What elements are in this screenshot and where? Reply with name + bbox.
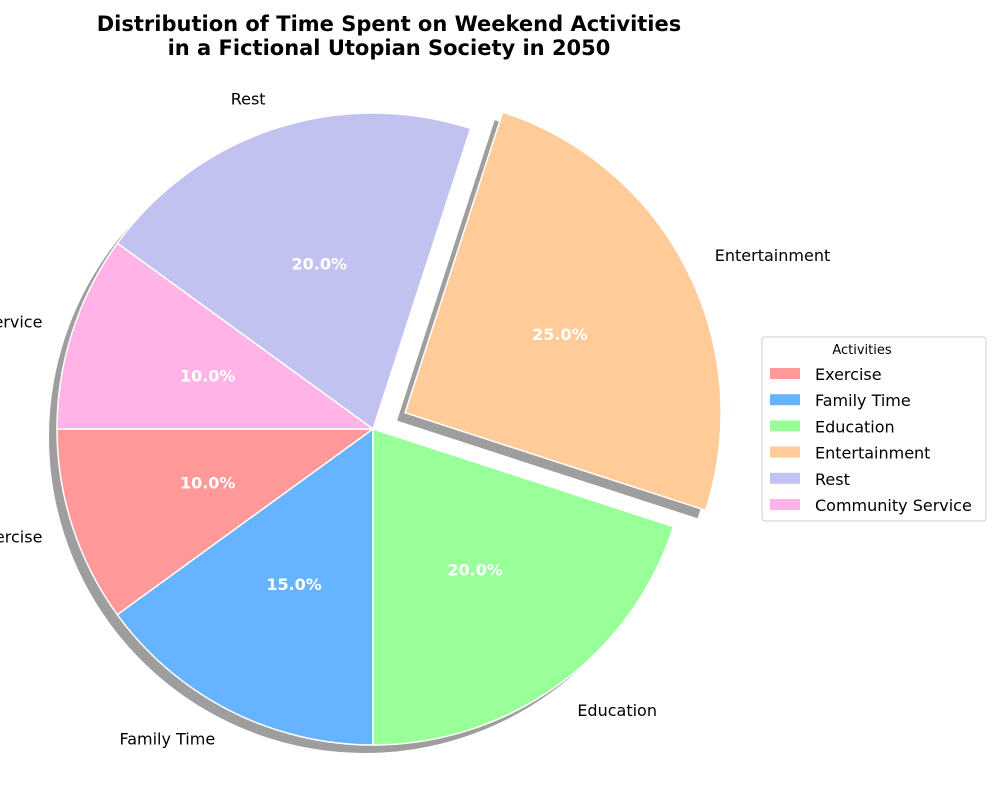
legend-label-entertainment: Entertainment (815, 444, 930, 463)
category-label-rest: Rest (231, 89, 266, 108)
percent-label-exercise: 10.0% (180, 474, 236, 493)
slices (56, 111, 722, 746)
percent-label-entertainment: 25.0% (532, 325, 588, 344)
percent-label-community-service: 10.0% (180, 366, 236, 385)
legend-swatch-family-time (770, 394, 800, 406)
legend-items: Exercise Family Time Education Entertainmen… (770, 365, 972, 515)
legend-swatch-rest (770, 472, 800, 484)
chart-title: Distribution of Time Spent on Weekend Ac… (97, 12, 682, 60)
legend-frame (761, 336, 987, 522)
legend-label-education: Education (815, 417, 895, 436)
category-label-exercise: Exercise (0, 527, 42, 546)
legend-label-exercise: Exercise (815, 365, 882, 384)
legend-label-rest: Rest (815, 470, 850, 489)
legend-title: Activities (832, 343, 892, 358)
percent-label-family-time: 15.0% (266, 575, 322, 594)
legend-swatch-community-service (770, 499, 800, 510)
category-label-education: Education (577, 701, 657, 720)
slice-family-time (116, 427, 374, 746)
legend-label-community-service: Community Service (815, 496, 972, 515)
slice-entertainment (404, 111, 722, 512)
legend-swatch-education (770, 420, 800, 432)
category-labels: Exercise Family Time Education Entertainmen… (0, 89, 830, 748)
legend-swatch-entertainment (770, 446, 800, 458)
slice-rest (116, 112, 472, 431)
legend-label-family-time: Family Time (815, 391, 911, 410)
percent-label-rest: 20.0% (292, 255, 348, 274)
slice-community-service (56, 242, 376, 430)
category-label-entertainment: Entertainment (715, 246, 830, 265)
category-label-community-service: Community Service (0, 313, 42, 332)
slice-education (372, 427, 675, 746)
category-label-family-time: Family Time (119, 730, 215, 749)
percent-label-education: 20.0% (447, 561, 503, 580)
slice-exercise (56, 428, 376, 616)
percent-labels: 10.0% 15.0% 20.0% 25.0% 20.0% 10.0% (180, 255, 588, 594)
legend-swatch-exercise (770, 368, 800, 379)
